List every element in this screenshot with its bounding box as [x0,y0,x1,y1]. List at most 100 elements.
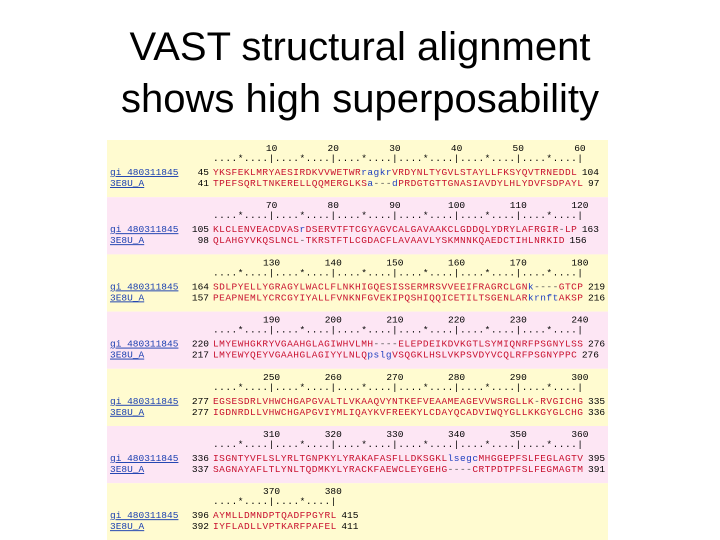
residue: S [324,235,330,246]
residue: L [392,235,398,246]
residue: C [565,396,571,407]
title-line: shows high superposability [121,77,599,121]
ruler-number: 360 [571,429,588,440]
residue: I [324,407,330,418]
residue: W [275,407,281,418]
residue: S [571,339,577,350]
residue: D [225,407,231,418]
residue: G [380,224,386,235]
residue: V [318,407,324,418]
residue: V [441,281,447,292]
ruler: ....*....|....*....|....*....|....*....|… [213,325,583,336]
residue: A [398,235,404,246]
residue: A [312,521,318,532]
residue: A [225,292,231,303]
residue: T [466,167,472,178]
residue: I [293,167,299,178]
residue: Y [343,464,349,475]
residue: E [244,292,250,303]
residue: W [491,407,497,418]
residue: Q [435,292,441,303]
residue: C [318,281,324,292]
residue: P [534,339,540,350]
residue: N [232,464,238,475]
residue: T [330,235,336,246]
residue: L [423,350,429,361]
residue: V [269,350,275,361]
residue: Y [411,167,417,178]
residue: F [528,339,534,350]
start-position: 45 [198,167,210,178]
residue: - [553,281,559,292]
residue: L [318,292,324,303]
residue: R [503,396,509,407]
residue: Q [306,464,312,475]
residue: D [367,235,373,246]
residue: L [479,339,485,350]
start-position: 105 [192,224,209,235]
residue: N [503,292,509,303]
residue: A [559,453,565,464]
residue: D [448,339,454,350]
residue: A [380,464,386,475]
residue: A [435,396,441,407]
residue: V [281,224,287,235]
residue: R [398,167,404,178]
residue: K [528,407,534,418]
start-position: 277 [192,407,209,418]
residue: F [472,281,478,292]
residue: N [522,281,528,292]
residue: G [367,292,373,303]
residue: S [571,292,577,303]
residue: V [336,292,342,303]
residue: C [380,235,386,246]
start-position: 157 [192,292,209,303]
residue: P [509,453,515,464]
residue: L [577,178,583,189]
residue: L [516,396,522,407]
residue: R [503,224,509,235]
residue: L [553,453,559,464]
end-position: 219 [588,281,605,292]
residue: I [299,292,305,303]
residue: E [411,464,417,475]
residue: V [318,396,324,407]
ruler-number: 310 [263,429,280,440]
sequence: SDLPYELLYGRAGYLWACLFLNKHIGQESISSERMRSVVE… [213,281,583,292]
residue: V [546,396,552,407]
ruler-number: 210 [386,315,403,326]
residue: L [491,167,497,178]
residue: M [361,339,367,350]
block-background [107,311,608,369]
residue: Q [262,235,268,246]
residue: E [398,339,404,350]
residue: S [540,339,546,350]
start-position: 396 [192,510,209,521]
residue: G [361,224,367,235]
residue: - [386,178,392,189]
residue: G [269,281,275,292]
sequence: YKSFEKLMRYAESIRDKVVWETWRragkrVRDYNLTYGVL… [213,167,577,178]
residue: F [256,453,262,464]
ruler-number: 160 [448,257,465,268]
residue: Y [367,407,373,418]
residue: V [485,396,491,407]
residue: C [281,292,287,303]
residue: L [232,521,238,532]
residue: Q [312,178,318,189]
residue: V [330,224,336,235]
residue: Y [219,510,225,521]
residue: S [225,167,231,178]
residue: L [250,407,256,418]
ruler-number: 30 [389,143,401,154]
residue: k [528,292,534,303]
residue: g [386,350,392,361]
residue: E [213,396,219,407]
residue: R [287,453,293,464]
ruler-number: 140 [325,257,342,268]
residue: A [485,281,491,292]
residue: Y [571,178,577,189]
residue: E [336,167,342,178]
start-position: 217 [192,350,209,361]
residue: I [213,407,219,418]
